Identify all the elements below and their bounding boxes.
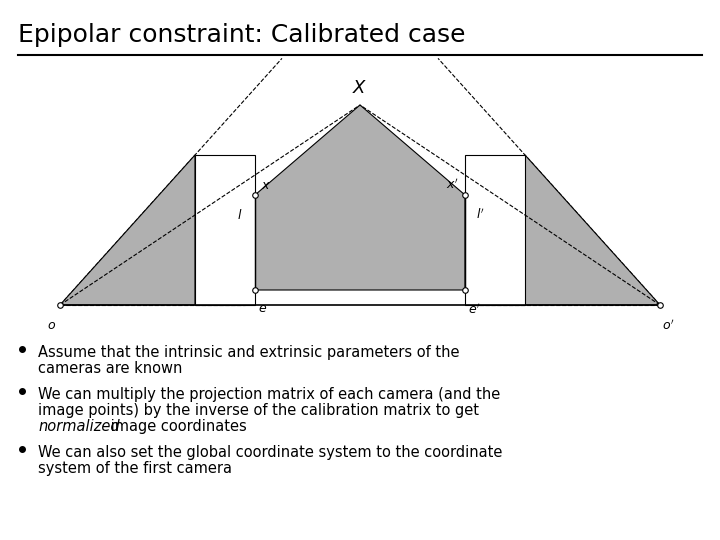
Polygon shape <box>255 105 465 290</box>
Text: Epipolar constraint: Calibrated case: Epipolar constraint: Calibrated case <box>18 23 466 47</box>
Text: normalized: normalized <box>38 419 120 434</box>
Text: system of the first camera: system of the first camera <box>38 461 232 476</box>
Text: $o$: $o$ <box>48 319 57 332</box>
Text: image points) by the inverse of the calibration matrix to get: image points) by the inverse of the cali… <box>38 403 479 418</box>
Text: $l$: $l$ <box>238 208 243 222</box>
Text: $l'$: $l'$ <box>476 208 485 222</box>
Polygon shape <box>195 155 255 305</box>
Text: $o'$: $o'$ <box>662 319 674 334</box>
Polygon shape <box>525 155 660 305</box>
Text: We can also set the global coordinate system to the coordinate: We can also set the global coordinate sy… <box>38 445 503 460</box>
Text: $e'$: $e'$ <box>468 302 480 316</box>
Point <box>17 444 28 453</box>
Point <box>17 387 28 395</box>
Polygon shape <box>60 155 195 305</box>
Polygon shape <box>465 155 525 305</box>
Point <box>17 345 28 353</box>
Text: image coordinates: image coordinates <box>106 419 247 434</box>
Text: $x'$: $x'$ <box>446 178 459 192</box>
Text: Assume that the intrinsic and extrinsic parameters of the: Assume that the intrinsic and extrinsic … <box>38 345 459 360</box>
Text: cameras are known: cameras are known <box>38 361 182 376</box>
Text: $x$: $x$ <box>261 179 271 192</box>
Text: $\mathit{X}$: $\mathit{X}$ <box>352 79 368 97</box>
Text: $e$: $e$ <box>258 302 267 315</box>
Text: We can multiply the projection matrix of each camera (and the: We can multiply the projection matrix of… <box>38 387 500 402</box>
